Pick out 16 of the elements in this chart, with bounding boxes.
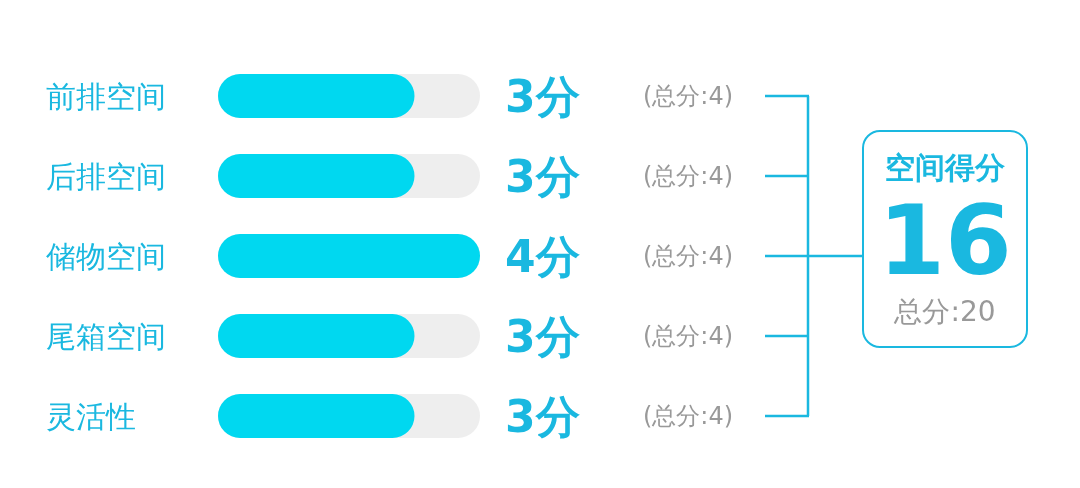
text: (总分:4)	[643, 321, 734, 352]
text: (总分:4)	[643, 161, 734, 192]
text: (总分:4)	[643, 241, 734, 272]
data-label: 3分	[505, 71, 580, 122]
data-label: 3分	[505, 311, 580, 362]
text: 空间得分	[885, 148, 1005, 187]
y-tick-label: 尾箱空间	[46, 319, 166, 354]
y-tick-label: 前排空间	[46, 79, 166, 114]
y-tick-label: 灵活性	[46, 399, 136, 434]
y-tick-label: 后排空间	[46, 159, 166, 194]
text: (总分:4)	[643, 81, 734, 112]
data-label: 3分	[505, 391, 580, 442]
y-tick-label: 储物空间	[46, 239, 166, 274]
data-label: 4分	[505, 231, 580, 282]
text: (总分:4)	[643, 401, 734, 432]
data-label: 3分	[505, 151, 580, 202]
